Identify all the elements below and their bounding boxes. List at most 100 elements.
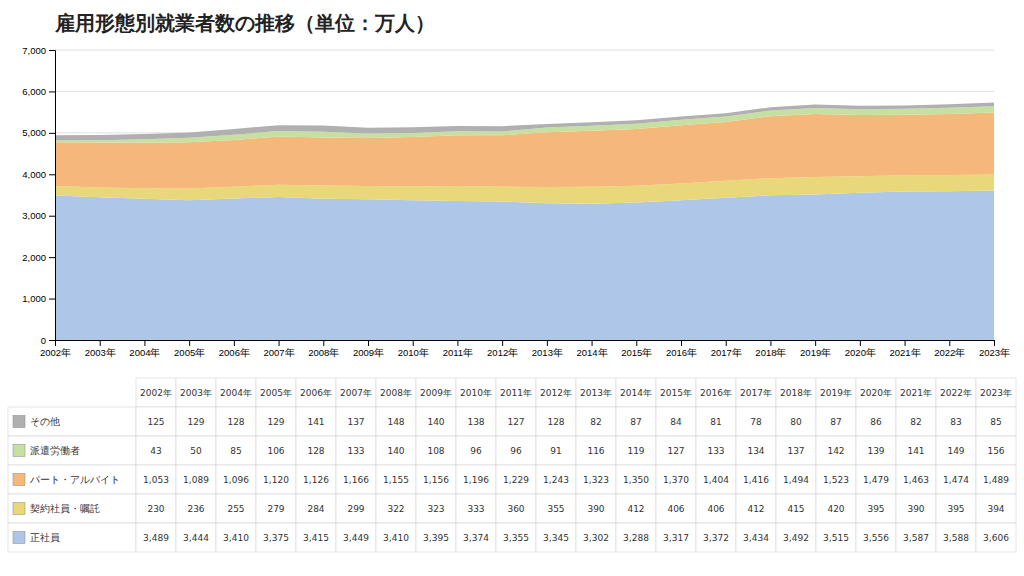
table-cell [416,465,456,494]
table-cell [856,494,896,523]
table-cell [376,378,416,407]
table-header-label: 2012年 [540,388,572,398]
table-header: 2002年2003年2004年2005年2006年2007年2008年2009年… [136,378,1016,407]
table-value: 127 [667,446,684,456]
table-value: 1,494 [783,475,809,485]
y-tick: 7,000 [22,45,55,56]
table-header-label: 2015年 [660,388,692,398]
table-row-label: その他 [30,416,60,427]
table-cell [976,494,1016,523]
table-header-label: 2022年 [940,388,972,398]
table-cell [536,407,576,436]
table-value: 406 [667,504,684,514]
table-cell [376,523,416,552]
table-row-label: 派遣労働者 [30,445,80,456]
table-cell [656,494,696,523]
table-value: 82 [590,417,601,427]
x-tick: 2008年 [308,340,339,358]
table-value: 125 [147,417,164,427]
table-value: 142 [827,446,844,456]
table-cell [336,494,376,523]
table-value: 80 [790,417,802,427]
table-value: 96 [470,446,482,456]
table-cell [296,378,336,407]
table-cell [536,465,576,494]
table-cell [616,523,656,552]
table-cell [736,465,776,494]
table-value: 3,444 [183,533,209,543]
table-header-label: 2007年 [340,388,372,398]
table-cell [336,465,376,494]
table-value: 91 [550,446,561,456]
x-tick-mark [681,340,682,346]
table-value: 1,229 [503,475,529,485]
table-cell [8,523,136,552]
table-cell [896,494,936,523]
table-header-label: 2013年 [580,388,612,398]
x-tick: 2007年 [264,340,295,358]
table-value: 420 [827,504,844,514]
table-cell [416,378,456,407]
table-value: 299 [347,504,364,514]
x-tick-label: 2010年 [398,347,429,358]
table-cell [296,523,336,552]
y-axis: 01,0002,0003,0004,0005,0006,0007,000 [22,45,55,346]
table-row: その他1251291281291411371481401381271288287… [8,407,1016,436]
x-tick-label: 2018年 [755,347,786,358]
x-tick: 2023年 [979,340,1010,358]
y-tick-label: 0 [41,335,46,346]
y-tick: 3,000 [22,210,55,221]
table-cell [856,436,896,465]
table-cell [856,465,896,494]
x-tick-label: 2002年 [40,347,71,358]
table-header-label: 2014年 [620,388,652,398]
table-value: 78 [750,417,762,427]
table-value: 3,375 [263,533,289,543]
table-value: 86 [870,417,882,427]
table-value: 128 [547,417,564,427]
plot: 2002年2003年2004年2005年2006年2007年2008年2009年… [22,45,1010,358]
table-cell [496,494,536,523]
table-value: 3,317 [663,533,689,543]
table-cell [8,494,136,523]
table-cell [416,494,456,523]
table-cell [936,378,976,407]
table-value: 96 [510,446,522,456]
x-tick-label: 2003年 [85,347,116,358]
table-value: 3,302 [583,533,609,543]
table-cell [136,494,176,523]
table-value: 1,370 [663,475,689,485]
table-cell [936,407,976,436]
table-value: 141 [907,446,924,456]
table-value: 3,515 [823,533,849,543]
table-value: 3,345 [543,533,569,543]
table-value: 127 [507,417,524,427]
table-cell [856,378,896,407]
x-tick: 2006年 [219,340,250,358]
table-cell [176,494,216,523]
x-tick-mark [860,340,861,346]
table-cell [496,436,536,465]
table-header-label: 2010年 [460,388,492,398]
x-tick-label: 2012年 [487,347,518,358]
table-cell [776,465,816,494]
table-cell [976,378,1016,407]
y-tick-mark [49,174,55,175]
x-tick-label: 2004年 [129,347,160,358]
table-value: 3,606 [983,533,1009,543]
table-value: 1,463 [903,475,929,485]
areas [55,103,994,340]
table-cell [256,407,296,436]
x-tick: 2018年 [755,340,786,358]
table-cell [976,436,1016,465]
table-value: 323 [427,504,444,514]
table-value: 406 [707,504,724,514]
table-value: 81 [710,417,721,427]
table-cell [776,378,816,407]
table-cell [736,436,776,465]
table-value: 149 [947,446,964,456]
table-value: 43 [150,446,161,456]
table-value: 156 [987,446,1004,456]
table-cell [576,407,616,436]
table-cell [216,494,256,523]
